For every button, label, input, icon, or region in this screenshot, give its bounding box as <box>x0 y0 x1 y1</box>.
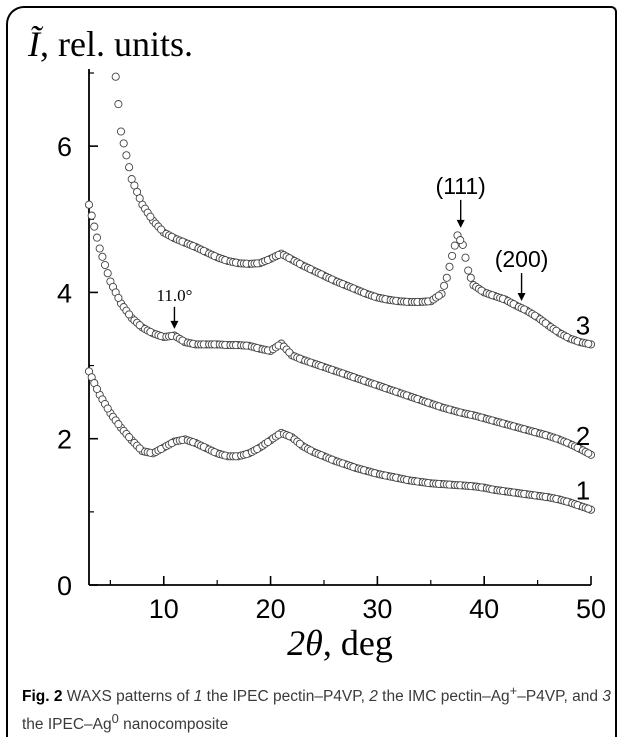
data-point <box>464 266 473 275</box>
data-point <box>125 433 134 442</box>
data-point <box>116 127 126 136</box>
data-point <box>440 281 449 290</box>
series-label-2: 2 <box>576 421 590 451</box>
caption-text-4: –P4VP, and <box>517 688 603 706</box>
series-2 <box>84 200 596 459</box>
data-point <box>135 194 144 203</box>
data-point <box>98 252 107 261</box>
series-3 <box>111 72 596 349</box>
caption-sup-2: 0 <box>111 711 119 727</box>
caption-text-1: WAXS patterns of <box>62 688 194 706</box>
data-point <box>584 449 593 458</box>
y-tick-label: 2 <box>57 425 72 455</box>
data-point <box>125 310 134 319</box>
data-point <box>285 348 294 357</box>
data-point <box>157 225 166 234</box>
caption-text-5: the IPEC–Ag <box>22 716 112 734</box>
data-point <box>125 163 134 172</box>
data-point <box>135 321 144 330</box>
x-axis-symbol: 2θ <box>287 623 323 663</box>
y-axis-unit: , rel. units. <box>40 24 193 64</box>
annotation-label-3: (200) <box>495 246 549 272</box>
data-point <box>95 244 104 253</box>
data-point <box>146 212 155 221</box>
data-point <box>445 262 454 271</box>
series-label-1: 1 <box>576 476 590 506</box>
data-point <box>584 504 593 513</box>
x-tick-label: 20 <box>256 594 286 624</box>
y-tick-label: 4 <box>57 278 72 308</box>
data-point <box>103 269 112 278</box>
axes: 10 20 30 40 50 0 2 4 6 <box>57 69 606 624</box>
x-axis-title: 2θ, deg <box>287 623 393 663</box>
caption-text-3: the IMC pectin–Ag <box>377 688 510 706</box>
y-tick-label: 6 <box>57 132 72 162</box>
data-point <box>103 404 112 413</box>
data-point <box>114 420 123 429</box>
data-point <box>100 260 110 270</box>
data-point <box>434 291 443 300</box>
annotation-label-2: (111) <box>436 173 486 199</box>
caption-label: Fig. 2 <box>22 688 63 706</box>
annotation-label-1: 11.0° <box>156 286 192 305</box>
data-point <box>461 253 470 262</box>
series-1 <box>84 367 596 514</box>
data-point <box>92 384 102 394</box>
caption-sup-1: + <box>509 683 518 698</box>
data-point <box>295 439 304 448</box>
y-tick-label: 0 <box>57 571 72 601</box>
data-point <box>90 222 99 231</box>
x-tick-label: 30 <box>362 594 392 624</box>
data-point <box>442 273 451 282</box>
caption-text-6: nanocomposite <box>118 716 229 734</box>
data-point <box>114 293 123 302</box>
annotation-arrowhead-3 <box>517 293 526 302</box>
annotation-arrowhead-2 <box>456 219 465 228</box>
caption-num-3: 3 <box>602 688 611 706</box>
data-point <box>456 236 465 245</box>
labels-layer: Ĩ, rel. units. 2θ, deg 1 2 3 11.0° (111) (200) <box>27 24 590 663</box>
x-tick-label: 40 <box>469 594 499 624</box>
x-axis-unit: , deg <box>323 623 393 663</box>
data-point <box>92 233 102 242</box>
data-point <box>584 339 593 348</box>
data-point <box>450 241 459 250</box>
series-label-3: 3 <box>576 310 590 340</box>
data-point <box>111 72 120 81</box>
y-axis-symbol: Ĩ <box>27 24 44 64</box>
caption-text-2: the IPEC pectin–P4VP, <box>202 688 370 706</box>
figure-caption: Fig. 2 WAXS patterns of 1 the IPEC pecti… <box>22 680 612 736</box>
series-layer <box>84 72 596 514</box>
caption-num-2: 2 <box>369 688 378 706</box>
annotation-arrowhead-1 <box>170 320 179 329</box>
data-point <box>84 200 94 209</box>
figure-frame <box>6 6 617 737</box>
x-tick-label: 10 <box>149 594 179 624</box>
data-point <box>541 319 550 328</box>
data-point <box>119 139 128 148</box>
data-point <box>448 251 457 260</box>
caption-num-1: 1 <box>193 688 203 706</box>
data-point <box>87 211 96 220</box>
data-point <box>114 100 123 109</box>
x-tick-label: 50 <box>576 594 606 624</box>
data-point <box>466 273 475 282</box>
y-axis-title: Ĩ, rel. units. <box>27 24 193 64</box>
data-point <box>122 151 131 160</box>
